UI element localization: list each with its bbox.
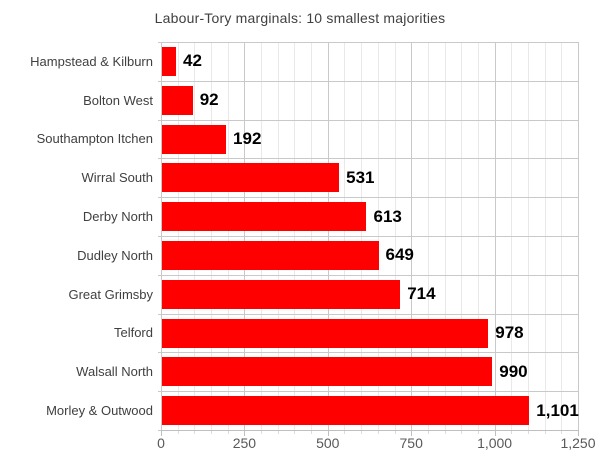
bar <box>162 46 176 76</box>
category-label: Southampton Itchen <box>36 131 153 147</box>
value-label: 92 <box>199 90 219 110</box>
category-label: Telford <box>113 325 153 341</box>
bar <box>162 85 193 115</box>
minor-tick <box>177 431 179 434</box>
minor-tick <box>361 431 363 434</box>
value-label: 978 <box>495 322 524 342</box>
bar <box>162 396 530 426</box>
x-tick-label: 750 <box>399 435 423 451</box>
minor-tick <box>261 431 263 434</box>
minor-tick <box>377 431 379 434</box>
category-label: Derby North <box>82 209 153 225</box>
x-tick-label: 500 <box>316 435 340 451</box>
bar <box>162 124 227 154</box>
category-label: Wirral South <box>81 170 153 186</box>
value-label: 531 <box>346 167 375 187</box>
category-label: Hampstead & Kilburn <box>30 53 153 69</box>
row-gridline <box>158 313 578 315</box>
row-gridline <box>158 119 578 121</box>
minor-tick <box>194 431 196 434</box>
value-label: 192 <box>233 128 262 148</box>
row-gridline <box>158 352 578 354</box>
chart-title: Labour-Tory marginals: 10 smallest major… <box>154 10 446 26</box>
minor-tick <box>477 431 479 434</box>
minor-tick <box>544 431 546 434</box>
minor-tick <box>344 431 346 434</box>
value-label: 613 <box>373 206 402 226</box>
bar <box>162 318 489 348</box>
major-tick <box>161 431 162 436</box>
value-label: 714 <box>407 284 436 304</box>
category-label: Dudley North <box>77 247 153 263</box>
value-label: 649 <box>385 245 414 265</box>
minor-tick <box>227 431 229 434</box>
major-tick <box>327 431 329 436</box>
row-gridline <box>158 80 578 82</box>
minor-tick <box>427 431 429 434</box>
value-label: 990 <box>499 361 528 381</box>
row-gridline <box>158 158 578 160</box>
minor-tick <box>211 431 213 434</box>
minor-tick <box>461 431 463 434</box>
category-label: Great Grimsby <box>68 286 153 302</box>
value-label: 42 <box>183 51 202 71</box>
row-gridline <box>158 391 578 393</box>
row-gridline <box>158 42 578 43</box>
minor-tick <box>444 431 446 434</box>
x-tick-label: 1,000 <box>477 435 513 451</box>
x-tick-label: 1,250 <box>560 435 596 451</box>
major-tick <box>411 431 413 436</box>
x-tick-label: 0 <box>157 435 165 451</box>
bar <box>162 202 367 232</box>
minor-tick <box>277 431 279 434</box>
minor-tick <box>294 431 296 434</box>
minor-tick <box>511 431 513 434</box>
bar <box>162 240 379 270</box>
row-gridline <box>158 274 578 276</box>
bar <box>162 163 340 193</box>
category-label: Morley & Outwood <box>46 403 153 419</box>
plot-area: 42 92 192 531 613 649 714 978 990 1,101 <box>158 42 579 431</box>
major-tick <box>494 431 496 436</box>
category-label: Bolton West <box>83 92 153 108</box>
x-axis-line <box>161 430 579 431</box>
major-tick <box>578 431 579 436</box>
row-gridline <box>158 236 578 237</box>
bar <box>162 357 493 387</box>
major-gridline <box>578 42 579 430</box>
minor-tick <box>561 431 563 434</box>
minor-tick <box>394 431 396 434</box>
value-label: 1,101 <box>536 400 579 420</box>
minor-tick <box>311 431 313 434</box>
minor-tick <box>527 431 529 434</box>
category-label: Walsall North <box>76 364 153 380</box>
bar <box>162 279 401 309</box>
row-gridline <box>158 197 578 199</box>
x-tick-label: 250 <box>232 435 257 451</box>
major-tick <box>244 431 246 436</box>
